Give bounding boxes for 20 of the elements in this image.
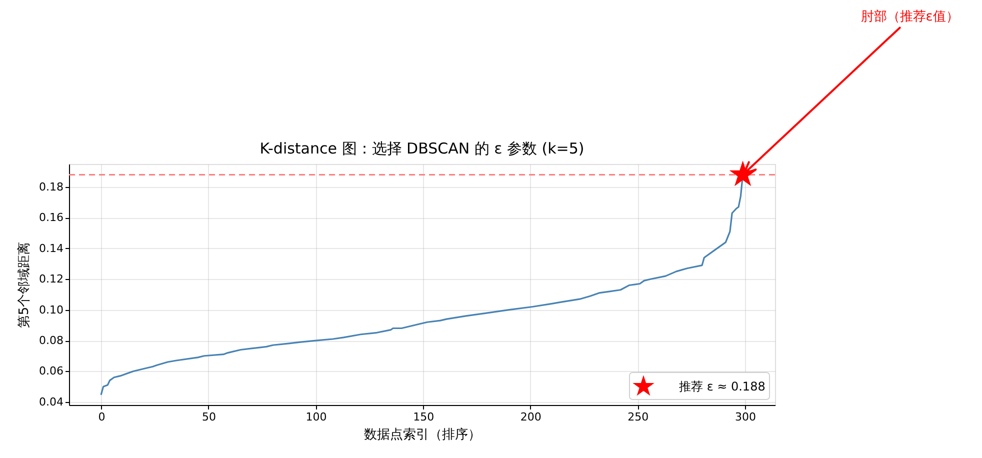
y-tick-label: 0.08 [39,334,64,348]
x-tick-label: 250 [628,410,649,424]
y-tick-label: 0.06 [39,364,64,378]
y-tick-label: 0.10 [39,303,64,316]
legend-label: 推荐 ε ≈ 0.188 [679,380,766,394]
y-tick-label: 0.12 [39,272,64,286]
y-tick-label: 0.04 [39,395,64,408]
x-tick-label: 300 [734,410,756,424]
y-tick-label: 0.18 [39,180,64,194]
x-tick-label: 150 [413,410,434,424]
y-axis-title: 第5个邻域距离 [16,242,32,328]
x-tick-label: 200 [520,410,542,424]
x-tick-label: 0 [98,410,106,424]
x-tick-label: 50 [202,410,216,424]
y-tick-label: 0.16 [39,211,64,224]
x-axis-title: 数据点索引（排序） [364,426,481,442]
y-tick-label: 0.14 [39,242,64,255]
x-tick-label: 100 [306,410,327,424]
annotation: 肘部（推荐ε值） [860,10,959,25]
chart-title: K-distance 图：选择 DBSCAN 的 ε 参数 (k=5) [260,140,584,158]
